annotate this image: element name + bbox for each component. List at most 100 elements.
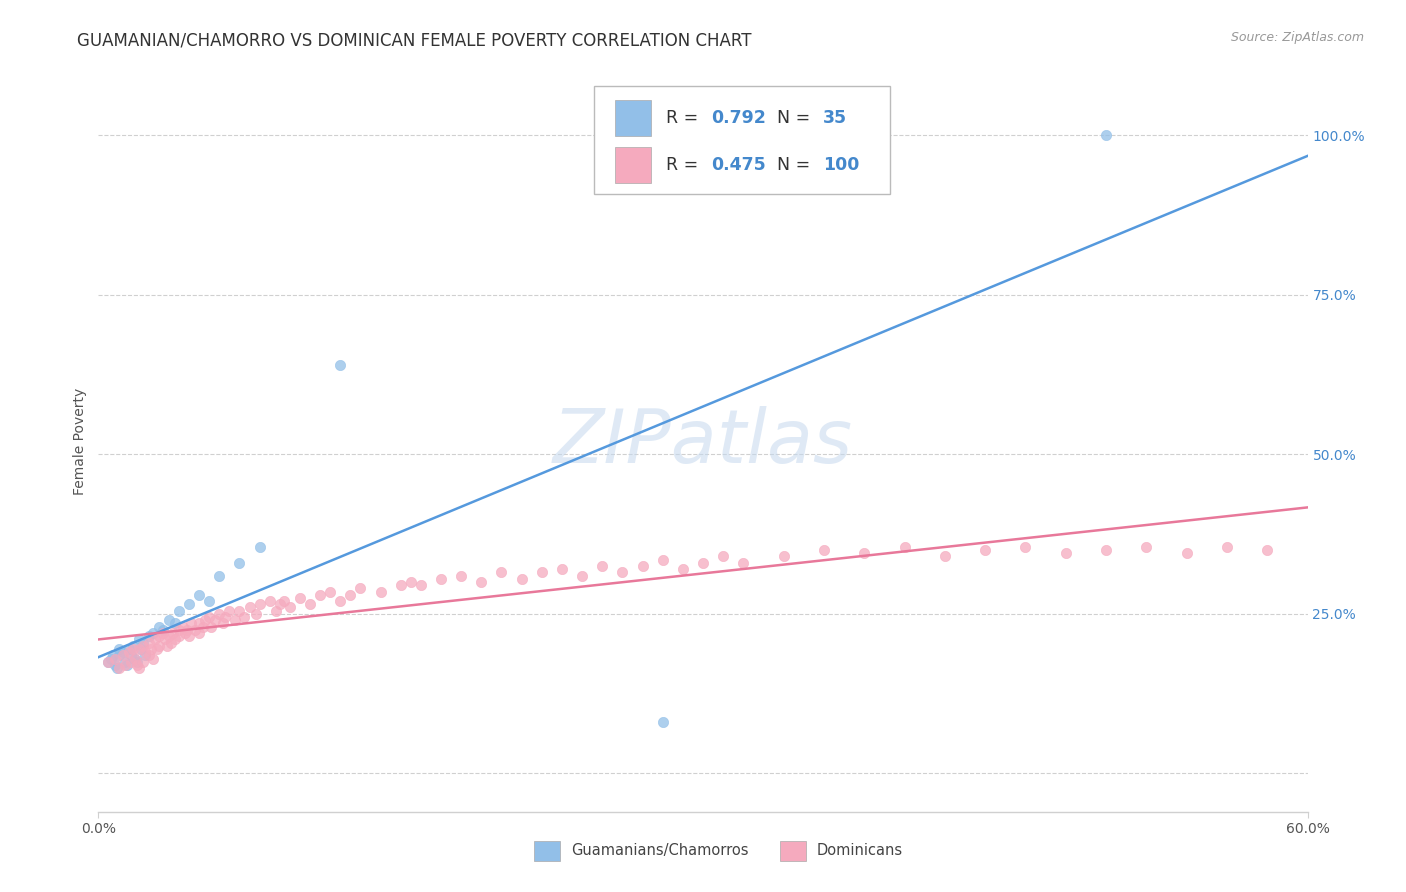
Point	[204, 613, 226, 627]
Point	[129, 642, 152, 657]
Point	[1135, 540, 1157, 554]
Point	[1054, 546, 1077, 560]
Point	[100, 651, 122, 665]
Point	[672, 562, 695, 576]
Point	[111, 648, 134, 663]
Text: Source: ZipAtlas.com: Source: ZipAtlas.com	[1230, 31, 1364, 45]
Text: ZIPatlas: ZIPatlas	[553, 406, 853, 477]
Point	[853, 546, 876, 560]
Text: R =: R =	[665, 156, 703, 174]
Point	[228, 604, 250, 618]
Point	[115, 657, 138, 672]
Point	[288, 591, 311, 605]
Point	[152, 623, 174, 637]
Point	[134, 648, 156, 663]
Point	[128, 661, 150, 675]
Text: N =: N =	[776, 156, 815, 174]
Point	[157, 629, 180, 643]
Point	[198, 610, 221, 624]
Point	[118, 642, 141, 657]
Point	[1216, 540, 1239, 554]
Point	[172, 619, 194, 633]
Point	[103, 657, 125, 672]
Point	[128, 632, 150, 647]
Point	[180, 616, 202, 631]
Text: 0.475: 0.475	[711, 156, 766, 174]
Point	[214, 610, 236, 624]
Point	[153, 632, 176, 647]
Point	[1256, 543, 1278, 558]
Point	[124, 651, 146, 665]
Point	[772, 549, 794, 564]
Point	[97, 655, 120, 669]
Point	[132, 639, 155, 653]
Point	[269, 597, 291, 611]
Point	[224, 613, 246, 627]
FancyBboxPatch shape	[595, 87, 890, 194]
Point	[399, 574, 422, 589]
Point	[249, 597, 271, 611]
Point	[692, 556, 714, 570]
Point	[157, 613, 180, 627]
Point	[114, 657, 136, 672]
Point	[218, 604, 240, 618]
Point	[409, 578, 432, 592]
Text: GUAMANIAN/CHAMORRO VS DOMINICAN FEMALE POVERTY CORRELATION CHART: GUAMANIAN/CHAMORRO VS DOMINICAN FEMALE P…	[77, 31, 752, 49]
Text: 100: 100	[823, 156, 859, 174]
Point	[239, 600, 262, 615]
Point	[125, 657, 148, 672]
Point	[1014, 540, 1036, 554]
Point	[160, 635, 183, 649]
Point	[349, 582, 371, 596]
Point	[120, 648, 142, 663]
Point	[139, 642, 162, 657]
Point	[163, 632, 186, 647]
Point	[450, 568, 472, 582]
Point	[107, 661, 129, 675]
Point	[152, 626, 174, 640]
Point	[132, 635, 155, 649]
Point	[249, 540, 271, 554]
Point	[176, 623, 198, 637]
Point	[124, 651, 146, 665]
Point	[167, 604, 190, 618]
Point	[228, 556, 250, 570]
Point	[107, 642, 129, 657]
Point	[1175, 546, 1198, 560]
Point	[146, 642, 169, 657]
Point	[591, 559, 613, 574]
Point	[733, 556, 755, 570]
Point	[571, 568, 593, 582]
Point	[530, 566, 553, 580]
Point	[188, 626, 211, 640]
Point	[162, 626, 184, 640]
Point	[125, 655, 148, 669]
Point	[389, 578, 412, 592]
Point	[470, 574, 492, 589]
Point	[134, 645, 156, 659]
Point	[278, 600, 301, 615]
Point	[329, 594, 352, 608]
Point	[111, 645, 134, 659]
Point	[1095, 543, 1118, 558]
Point	[551, 562, 574, 576]
Point	[101, 648, 124, 663]
Text: R =: R =	[665, 109, 703, 127]
Point	[264, 604, 287, 618]
Point	[188, 616, 211, 631]
Point	[651, 715, 673, 730]
Text: Dominicans: Dominicans	[817, 844, 903, 858]
Text: 35: 35	[823, 109, 846, 127]
Point	[299, 597, 322, 611]
FancyBboxPatch shape	[614, 100, 651, 136]
Point	[148, 629, 170, 643]
Point	[245, 607, 267, 621]
Point	[208, 568, 231, 582]
Point	[163, 616, 186, 631]
Point	[309, 588, 332, 602]
Point	[370, 584, 392, 599]
Point	[107, 648, 129, 663]
Point	[174, 626, 197, 640]
FancyBboxPatch shape	[614, 147, 651, 183]
Point	[711, 549, 734, 564]
